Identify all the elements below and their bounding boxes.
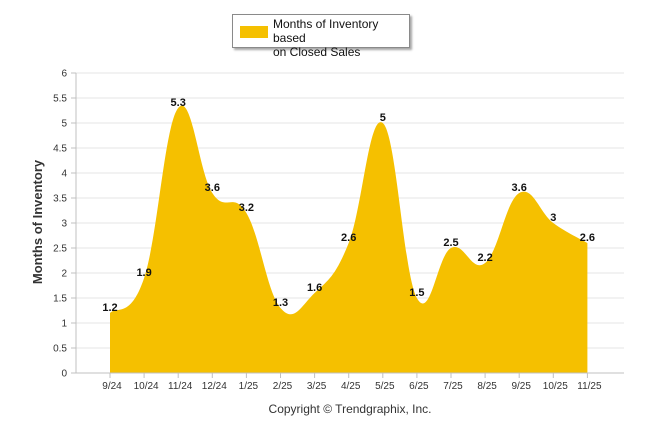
y-tick-label: 6 — [61, 69, 67, 80]
data-label: 1.9 — [136, 267, 151, 279]
data-label: 1.6 — [307, 282, 322, 294]
data-label: 3.2 — [239, 202, 254, 214]
legend-label-line2: on Closed Sales — [273, 45, 361, 59]
x-tick-label: 9/24 — [102, 381, 122, 392]
y-tick-label: 4 — [61, 169, 67, 180]
x-tick-label: 6/25 — [409, 381, 429, 392]
copyright-text: Copyright © Trendgraphix, Inc. — [269, 402, 432, 416]
y-tick-label: 4.5 — [53, 144, 67, 155]
series-area — [110, 105, 588, 373]
x-tick-label: 2/25 — [273, 381, 293, 392]
data-label: 2.6 — [580, 232, 595, 244]
y-axis-title: Months of Inventory — [30, 159, 45, 284]
y-axis: 0 0.5 1 1.5 2 2.5 3 3.5 4 4.5 5 5.5 6 — [53, 69, 77, 380]
x-axis: 9/24 10/24 11/24 12/24 1/25 2/25 3/25 4/25 5/25 6… — [76, 372, 624, 392]
data-label: 5.3 — [171, 97, 186, 109]
y-tick-label: 1.5 — [53, 294, 67, 305]
y-tick-label: 2 — [61, 269, 67, 280]
x-tick-label: 3/25 — [307, 381, 327, 392]
area-series-fill — [110, 105, 588, 373]
x-tick-label: 9/25 — [511, 381, 531, 392]
legend-label: Months of Inventory based on Closed Sale… — [273, 17, 409, 59]
data-label: 2.2 — [477, 252, 492, 264]
data-label: 1.3 — [273, 297, 288, 309]
y-tick-label: 1 — [61, 319, 67, 330]
data-label: 3.6 — [512, 182, 527, 194]
y-tick-label: 3 — [61, 219, 67, 230]
legend: Months of Inventory based on Closed Sale… — [232, 14, 410, 59]
data-label: 2.5 — [443, 237, 458, 249]
data-label: 3.6 — [205, 182, 220, 194]
x-tick-label: 7/25 — [443, 381, 463, 392]
data-label: 3 — [550, 212, 556, 224]
y-tick-label: 0.5 — [53, 344, 67, 355]
y-tick-label: 5.5 — [53, 94, 67, 105]
y-tick-label: 2.5 — [53, 244, 67, 255]
x-tick-label: 5/25 — [375, 381, 395, 392]
y-tick-label: 5 — [61, 119, 67, 130]
legend-swatch — [240, 26, 268, 38]
x-tick-label: 10/25 — [543, 381, 568, 392]
x-tick-label: 4/25 — [341, 381, 361, 392]
x-tick-label: 10/24 — [134, 381, 159, 392]
data-label: 5 — [380, 112, 386, 124]
data-labels: 1.2 1.9 5.3 3.6 3.2 1.3 1.6 2.6 5 1.5 2.5 2.2 3.6 3 2.… — [102, 97, 595, 314]
data-label: 1.2 — [102, 302, 117, 314]
x-tick-label: 12/24 — [202, 381, 227, 392]
x-tick-label: 11/25 — [577, 381, 602, 392]
legend-label-line1: Months of Inventory based — [273, 17, 379, 45]
data-label: 2.6 — [341, 232, 356, 244]
x-tick-label: 11/24 — [168, 381, 193, 392]
y-tick-label: 3.5 — [53, 194, 67, 205]
x-tick-label: 1/25 — [239, 381, 259, 392]
x-tick-label: 8/25 — [477, 381, 497, 392]
y-tick-label: 0 — [61, 369, 67, 380]
data-label: 1.5 — [409, 287, 424, 299]
